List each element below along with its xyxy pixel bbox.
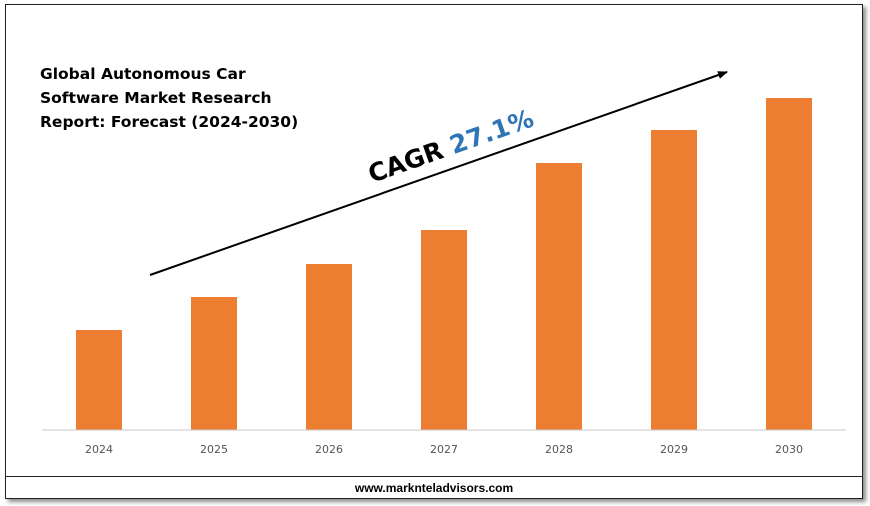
bar-2027 xyxy=(421,230,467,430)
x-tick-label-2030: 2030 xyxy=(775,443,803,456)
bars-layer xyxy=(76,98,812,430)
cagr-value: 27.1% xyxy=(446,104,537,160)
chart-title: Global Autonomous Car Software Market Re… xyxy=(40,65,299,131)
x-tick-label-2028: 2028 xyxy=(545,443,573,456)
bar-2026 xyxy=(306,264,352,430)
trend-arrow xyxy=(149,71,728,276)
cagr-prefix: CAGR xyxy=(364,136,447,189)
footer-divider xyxy=(5,476,863,477)
x-tick-label-2026: 2026 xyxy=(315,443,343,456)
x-tick-label-2029: 2029 xyxy=(660,443,688,456)
bar-2025 xyxy=(191,297,237,430)
x-tick-label-2027: 2027 xyxy=(430,443,458,456)
bar-2030 xyxy=(766,98,812,430)
x-tick-label-2024: 2024 xyxy=(85,443,113,456)
bar-2029 xyxy=(651,130,697,430)
footer-url: www.marknteladvisors.com xyxy=(354,481,514,495)
cagr-annotation: CAGR27.1% xyxy=(364,104,537,189)
bar-2024 xyxy=(76,330,122,430)
x-tick-labels: 2024 2025 2026 2027 2028 2029 2030 xyxy=(85,443,803,456)
x-tick-label-2025: 2025 xyxy=(200,443,228,456)
bar-2028 xyxy=(536,163,582,430)
